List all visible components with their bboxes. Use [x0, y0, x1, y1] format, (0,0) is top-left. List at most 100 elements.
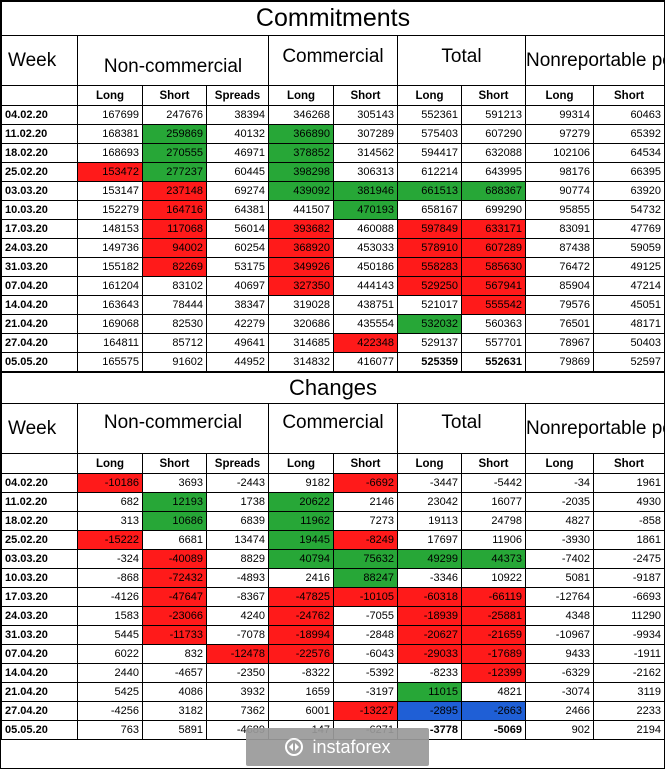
table-row: 07.04.20 161204 83102 40697 327350 444143 5292… [1, 276, 665, 296]
value-cell: 3693 [142, 473, 207, 493]
value-cell: 47214 [592, 276, 665, 296]
value-cell: -47647 [142, 587, 207, 607]
value-cell: -18994 [268, 625, 334, 645]
table-row: 14.04.20 2440 -4657 -2350 -8322 -5392 -8233 -12… [1, 663, 665, 683]
value-cell: -10105 [333, 587, 398, 607]
value-cell: -15222 [77, 530, 143, 550]
value-cell: 46971 [206, 143, 269, 163]
value-cell: 6681 [142, 530, 207, 550]
value-cell: 88247 [333, 568, 398, 588]
column-header: Short [461, 453, 526, 474]
value-cell: 2440 [77, 663, 143, 683]
value-cell: -3074 [525, 682, 594, 702]
table-row: 31.03.20 5445 -11733 -7078 -18994 -2848 -20627… [1, 625, 665, 645]
value-cell: 453033 [333, 238, 398, 258]
column-header: Spreads [206, 453, 269, 474]
value-cell: -8249 [333, 530, 398, 550]
value-cell: 11290 [592, 606, 665, 626]
value-cell: -2162 [592, 663, 665, 683]
value-cell: -2350 [206, 663, 269, 683]
value-cell: 94002 [142, 238, 207, 258]
value-cell: 56014 [206, 219, 269, 239]
week-cell: 21.04.20 [1, 682, 78, 702]
group-total: Total [397, 403, 526, 454]
value-cell: 381946 [333, 181, 398, 201]
value-cell: 529250 [397, 276, 462, 296]
week-cell: 25.02.20 [1, 530, 78, 550]
value-cell: 435554 [333, 314, 398, 334]
value-cell: 438751 [333, 295, 398, 315]
value-cell: 42279 [206, 314, 269, 334]
column-header: Long [525, 453, 594, 474]
value-cell: 532032 [397, 314, 462, 334]
value-cell: 45051 [592, 295, 665, 315]
value-cell: 102106 [525, 143, 594, 163]
value-cell: 1738 [206, 492, 269, 512]
value-cell: 682 [77, 492, 143, 512]
value-cell: 6022 [77, 644, 143, 664]
table-row: 04.02.20 167699 247676 38394 346268 305143 552… [1, 105, 665, 125]
value-cell: -22576 [268, 644, 334, 664]
week-cell: 24.03.20 [1, 606, 78, 626]
value-cell: 366890 [268, 124, 334, 144]
group-noncommercial: Non-commercial [77, 35, 269, 86]
value-cell: 2194 [592, 720, 665, 740]
value-cell: 319028 [268, 295, 334, 315]
week-cell: 14.04.20 [1, 663, 78, 683]
value-cell: 4240 [206, 606, 269, 626]
value-cell: 78444 [142, 295, 207, 315]
week-cell: 03.03.20 [1, 549, 78, 569]
value-cell: -18939 [397, 606, 462, 626]
value-cell: 38394 [206, 105, 269, 125]
column-header: Long [397, 453, 462, 474]
value-cell: 155182 [77, 257, 143, 277]
value-cell: 398298 [268, 162, 334, 182]
week-cell: 11.02.20 [1, 492, 78, 512]
value-cell: 78967 [525, 333, 594, 353]
table-row: 18.02.20 168693 270555 46971 378852 314562 594… [1, 143, 665, 163]
value-cell: 169068 [77, 314, 143, 334]
value-cell: 153472 [77, 162, 143, 182]
table-row: 27.04.20 -4256 3182 7362 6001 -13227 -2895 -266… [1, 701, 665, 721]
group-commercial: Commercial [268, 403, 398, 454]
value-cell: 5445 [77, 625, 143, 645]
table-row: 31.03.20 155182 82269 53175 349926 450186 5582… [1, 257, 665, 277]
column-header: Spreads [206, 85, 269, 106]
week-cell: 10.03.20 [1, 568, 78, 588]
value-cell: 247676 [142, 105, 207, 125]
value-cell: -29033 [397, 644, 462, 664]
value-cell: -2443 [206, 473, 269, 493]
week-cell: 07.04.20 [1, 644, 78, 664]
column-header: Short [142, 453, 207, 474]
value-cell: 552361 [397, 105, 462, 125]
table-row: 04.02.20 -10186 3693 -2443 9182 -6692 -3447 -54… [1, 473, 665, 493]
value-cell: -7402 [525, 549, 594, 569]
value-cell: 60254 [206, 238, 269, 258]
table-row: 10.03.20 -868 -72432 -4893 2416 88247 -3346 109… [1, 568, 665, 588]
value-cell: 5081 [525, 568, 594, 588]
column-header: Short [592, 453, 665, 474]
value-cell: -868 [77, 568, 143, 588]
value-cell: 87438 [525, 238, 594, 258]
table-row: 25.02.20 -15222 6681 13474 19445 -8249 17697 11… [1, 530, 665, 550]
table-row: 18.02.20 313 10686 6839 11962 7273 19113 24798 4… [1, 511, 665, 531]
value-cell: 699290 [461, 200, 526, 220]
value-cell: 4930 [592, 492, 665, 512]
value-cell: -21659 [461, 625, 526, 645]
value-cell: 612214 [397, 162, 462, 182]
value-cell: 422348 [333, 333, 398, 353]
changes-table: Changes Week Non-commercial Commercial T… [0, 372, 665, 740]
value-cell: 470193 [333, 200, 398, 220]
value-cell: -6692 [333, 473, 398, 493]
value-cell: 3119 [592, 682, 665, 702]
value-cell: 416077 [333, 352, 398, 372]
week-cell: 18.02.20 [1, 511, 78, 531]
value-cell: 24798 [461, 511, 526, 531]
value-cell: 117068 [142, 219, 207, 239]
value-cell: -24762 [268, 606, 334, 626]
week-cell: 24.03.20 [1, 238, 78, 258]
value-cell: 17697 [397, 530, 462, 550]
value-cell: 1861 [592, 530, 665, 550]
value-cell: 69274 [206, 181, 269, 201]
table-row: 03.03.20 153147 237148 69274 439092 381946 661… [1, 181, 665, 201]
